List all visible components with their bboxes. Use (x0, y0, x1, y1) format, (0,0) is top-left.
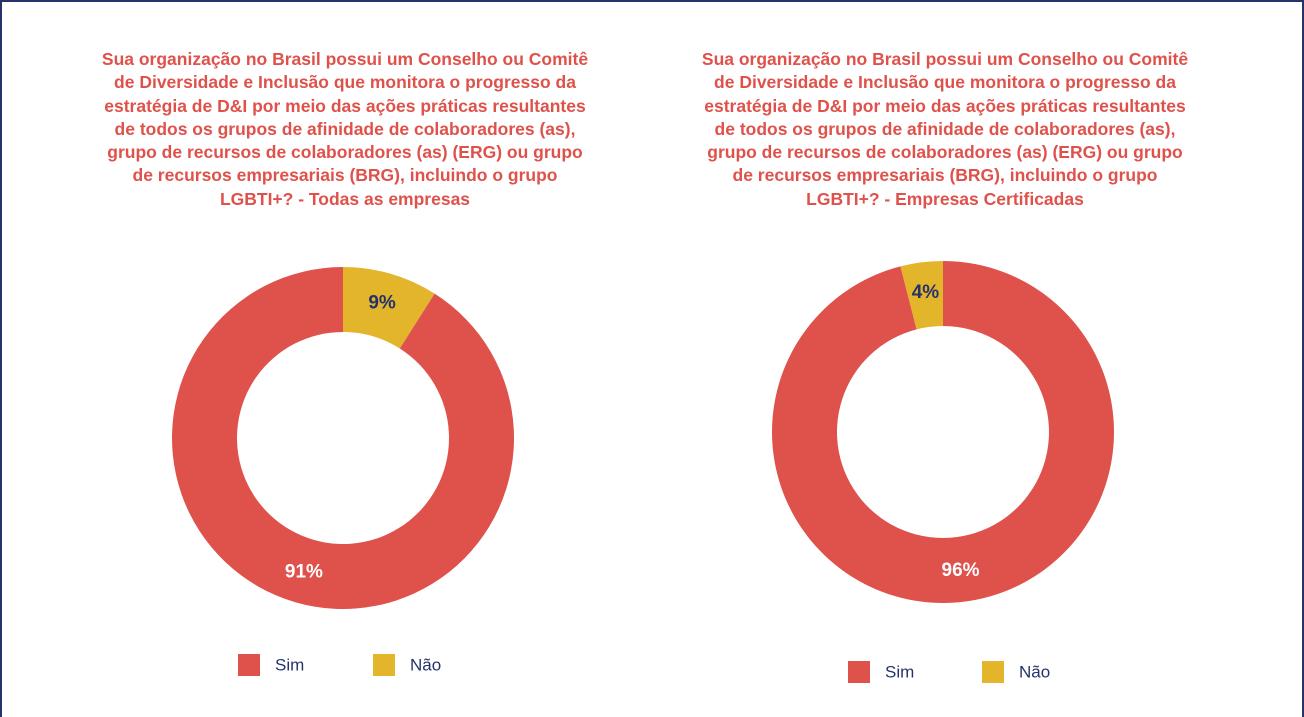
value-label: 9% (368, 293, 396, 314)
value-label: 4% (912, 282, 940, 303)
legend-swatch (848, 661, 870, 683)
legend-swatch (238, 654, 260, 676)
legend-swatch (373, 654, 395, 676)
legend-label: Não (1019, 662, 1050, 681)
legend-label: Sim (885, 662, 914, 681)
slice (771, 261, 1114, 603)
value-label: 96% (942, 560, 980, 581)
slice (172, 267, 514, 609)
legend-label: Não (410, 655, 441, 674)
value-label: 91% (285, 561, 323, 582)
slice (343, 267, 435, 349)
chart-title: Sua organização no Brasil possui um Cons… (101, 49, 589, 209)
legend-label: Sim (275, 655, 304, 674)
chart-title: Sua organização no Brasil possui um Cons… (701, 49, 1189, 209)
slice (900, 261, 943, 330)
legend-swatch (982, 661, 1004, 683)
